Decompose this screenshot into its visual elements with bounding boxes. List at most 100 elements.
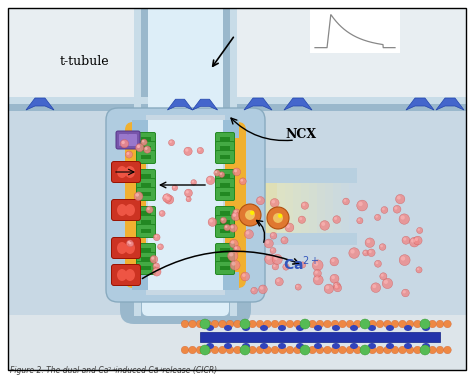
- Circle shape: [220, 173, 222, 175]
- FancyBboxPatch shape: [137, 253, 155, 266]
- Circle shape: [401, 215, 405, 219]
- Circle shape: [391, 346, 399, 354]
- Polygon shape: [284, 98, 312, 110]
- Circle shape: [364, 251, 366, 253]
- Bar: [8, 8, 466, 103]
- Circle shape: [184, 147, 192, 155]
- Circle shape: [241, 272, 250, 281]
- Circle shape: [367, 249, 375, 256]
- Bar: [134, 8, 141, 316]
- FancyBboxPatch shape: [137, 261, 155, 274]
- FancyBboxPatch shape: [142, 264, 229, 316]
- Circle shape: [396, 194, 405, 204]
- Circle shape: [315, 271, 318, 274]
- Circle shape: [121, 141, 125, 144]
- Circle shape: [210, 219, 213, 223]
- Bar: [141, 155, 151, 159]
- Circle shape: [330, 274, 339, 283]
- Bar: [220, 229, 230, 233]
- Circle shape: [160, 211, 163, 214]
- Circle shape: [331, 259, 335, 262]
- Circle shape: [234, 210, 237, 213]
- Ellipse shape: [332, 325, 340, 331]
- Circle shape: [444, 346, 451, 354]
- Circle shape: [333, 216, 341, 223]
- Circle shape: [354, 320, 361, 328]
- Bar: [223, 272, 239, 290]
- Circle shape: [137, 145, 140, 148]
- Circle shape: [309, 346, 316, 354]
- Ellipse shape: [206, 325, 214, 331]
- Circle shape: [271, 233, 274, 236]
- Circle shape: [242, 274, 246, 277]
- Circle shape: [159, 210, 165, 216]
- Circle shape: [264, 320, 271, 328]
- Circle shape: [363, 250, 369, 256]
- Circle shape: [371, 283, 381, 293]
- Circle shape: [357, 200, 367, 211]
- Circle shape: [281, 237, 288, 244]
- Circle shape: [198, 148, 201, 151]
- Circle shape: [376, 320, 384, 328]
- Circle shape: [380, 273, 387, 280]
- Circle shape: [249, 346, 256, 354]
- Bar: [237, 168, 357, 183]
- Bar: [220, 266, 230, 270]
- Circle shape: [279, 320, 286, 328]
- FancyBboxPatch shape: [119, 134, 128, 146]
- Circle shape: [271, 320, 279, 328]
- Text: t-tubule: t-tubule: [60, 55, 109, 68]
- Bar: [333, 183, 341, 233]
- Circle shape: [374, 260, 382, 267]
- Circle shape: [282, 238, 285, 241]
- Circle shape: [383, 346, 392, 354]
- Bar: [230, 8, 237, 316]
- Circle shape: [230, 225, 234, 229]
- Circle shape: [151, 257, 155, 260]
- Bar: [220, 137, 230, 141]
- Circle shape: [185, 148, 189, 152]
- Circle shape: [285, 223, 294, 232]
- FancyBboxPatch shape: [216, 207, 235, 219]
- Circle shape: [326, 285, 329, 289]
- Circle shape: [301, 346, 309, 354]
- Circle shape: [393, 205, 401, 213]
- Circle shape: [229, 239, 238, 248]
- Circle shape: [192, 181, 194, 182]
- FancyBboxPatch shape: [216, 261, 235, 274]
- Circle shape: [324, 346, 331, 354]
- Circle shape: [270, 199, 279, 207]
- Circle shape: [126, 151, 133, 158]
- Text: Figure 2. The dual and Ca: Figure 2. The dual and Ca: [10, 366, 109, 375]
- FancyBboxPatch shape: [128, 134, 137, 146]
- Circle shape: [402, 236, 410, 244]
- Circle shape: [163, 194, 172, 202]
- Circle shape: [403, 237, 406, 241]
- Bar: [220, 146, 230, 150]
- Bar: [220, 155, 230, 159]
- Circle shape: [358, 219, 360, 221]
- Circle shape: [281, 219, 288, 226]
- Circle shape: [406, 346, 414, 354]
- Ellipse shape: [260, 325, 268, 331]
- Circle shape: [369, 320, 376, 328]
- Ellipse shape: [350, 343, 358, 349]
- Circle shape: [181, 320, 189, 328]
- Ellipse shape: [314, 325, 322, 331]
- Bar: [220, 183, 230, 187]
- Circle shape: [233, 246, 240, 253]
- Circle shape: [420, 319, 430, 329]
- Bar: [134, 8, 148, 316]
- Ellipse shape: [404, 343, 412, 349]
- Circle shape: [301, 263, 303, 265]
- Circle shape: [344, 199, 346, 202]
- Circle shape: [415, 237, 418, 241]
- Bar: [132, 272, 148, 290]
- Circle shape: [181, 346, 189, 354]
- Circle shape: [154, 269, 157, 272]
- Circle shape: [230, 260, 240, 270]
- Polygon shape: [167, 99, 192, 110]
- FancyBboxPatch shape: [216, 179, 235, 192]
- Ellipse shape: [242, 325, 250, 331]
- Circle shape: [186, 197, 191, 202]
